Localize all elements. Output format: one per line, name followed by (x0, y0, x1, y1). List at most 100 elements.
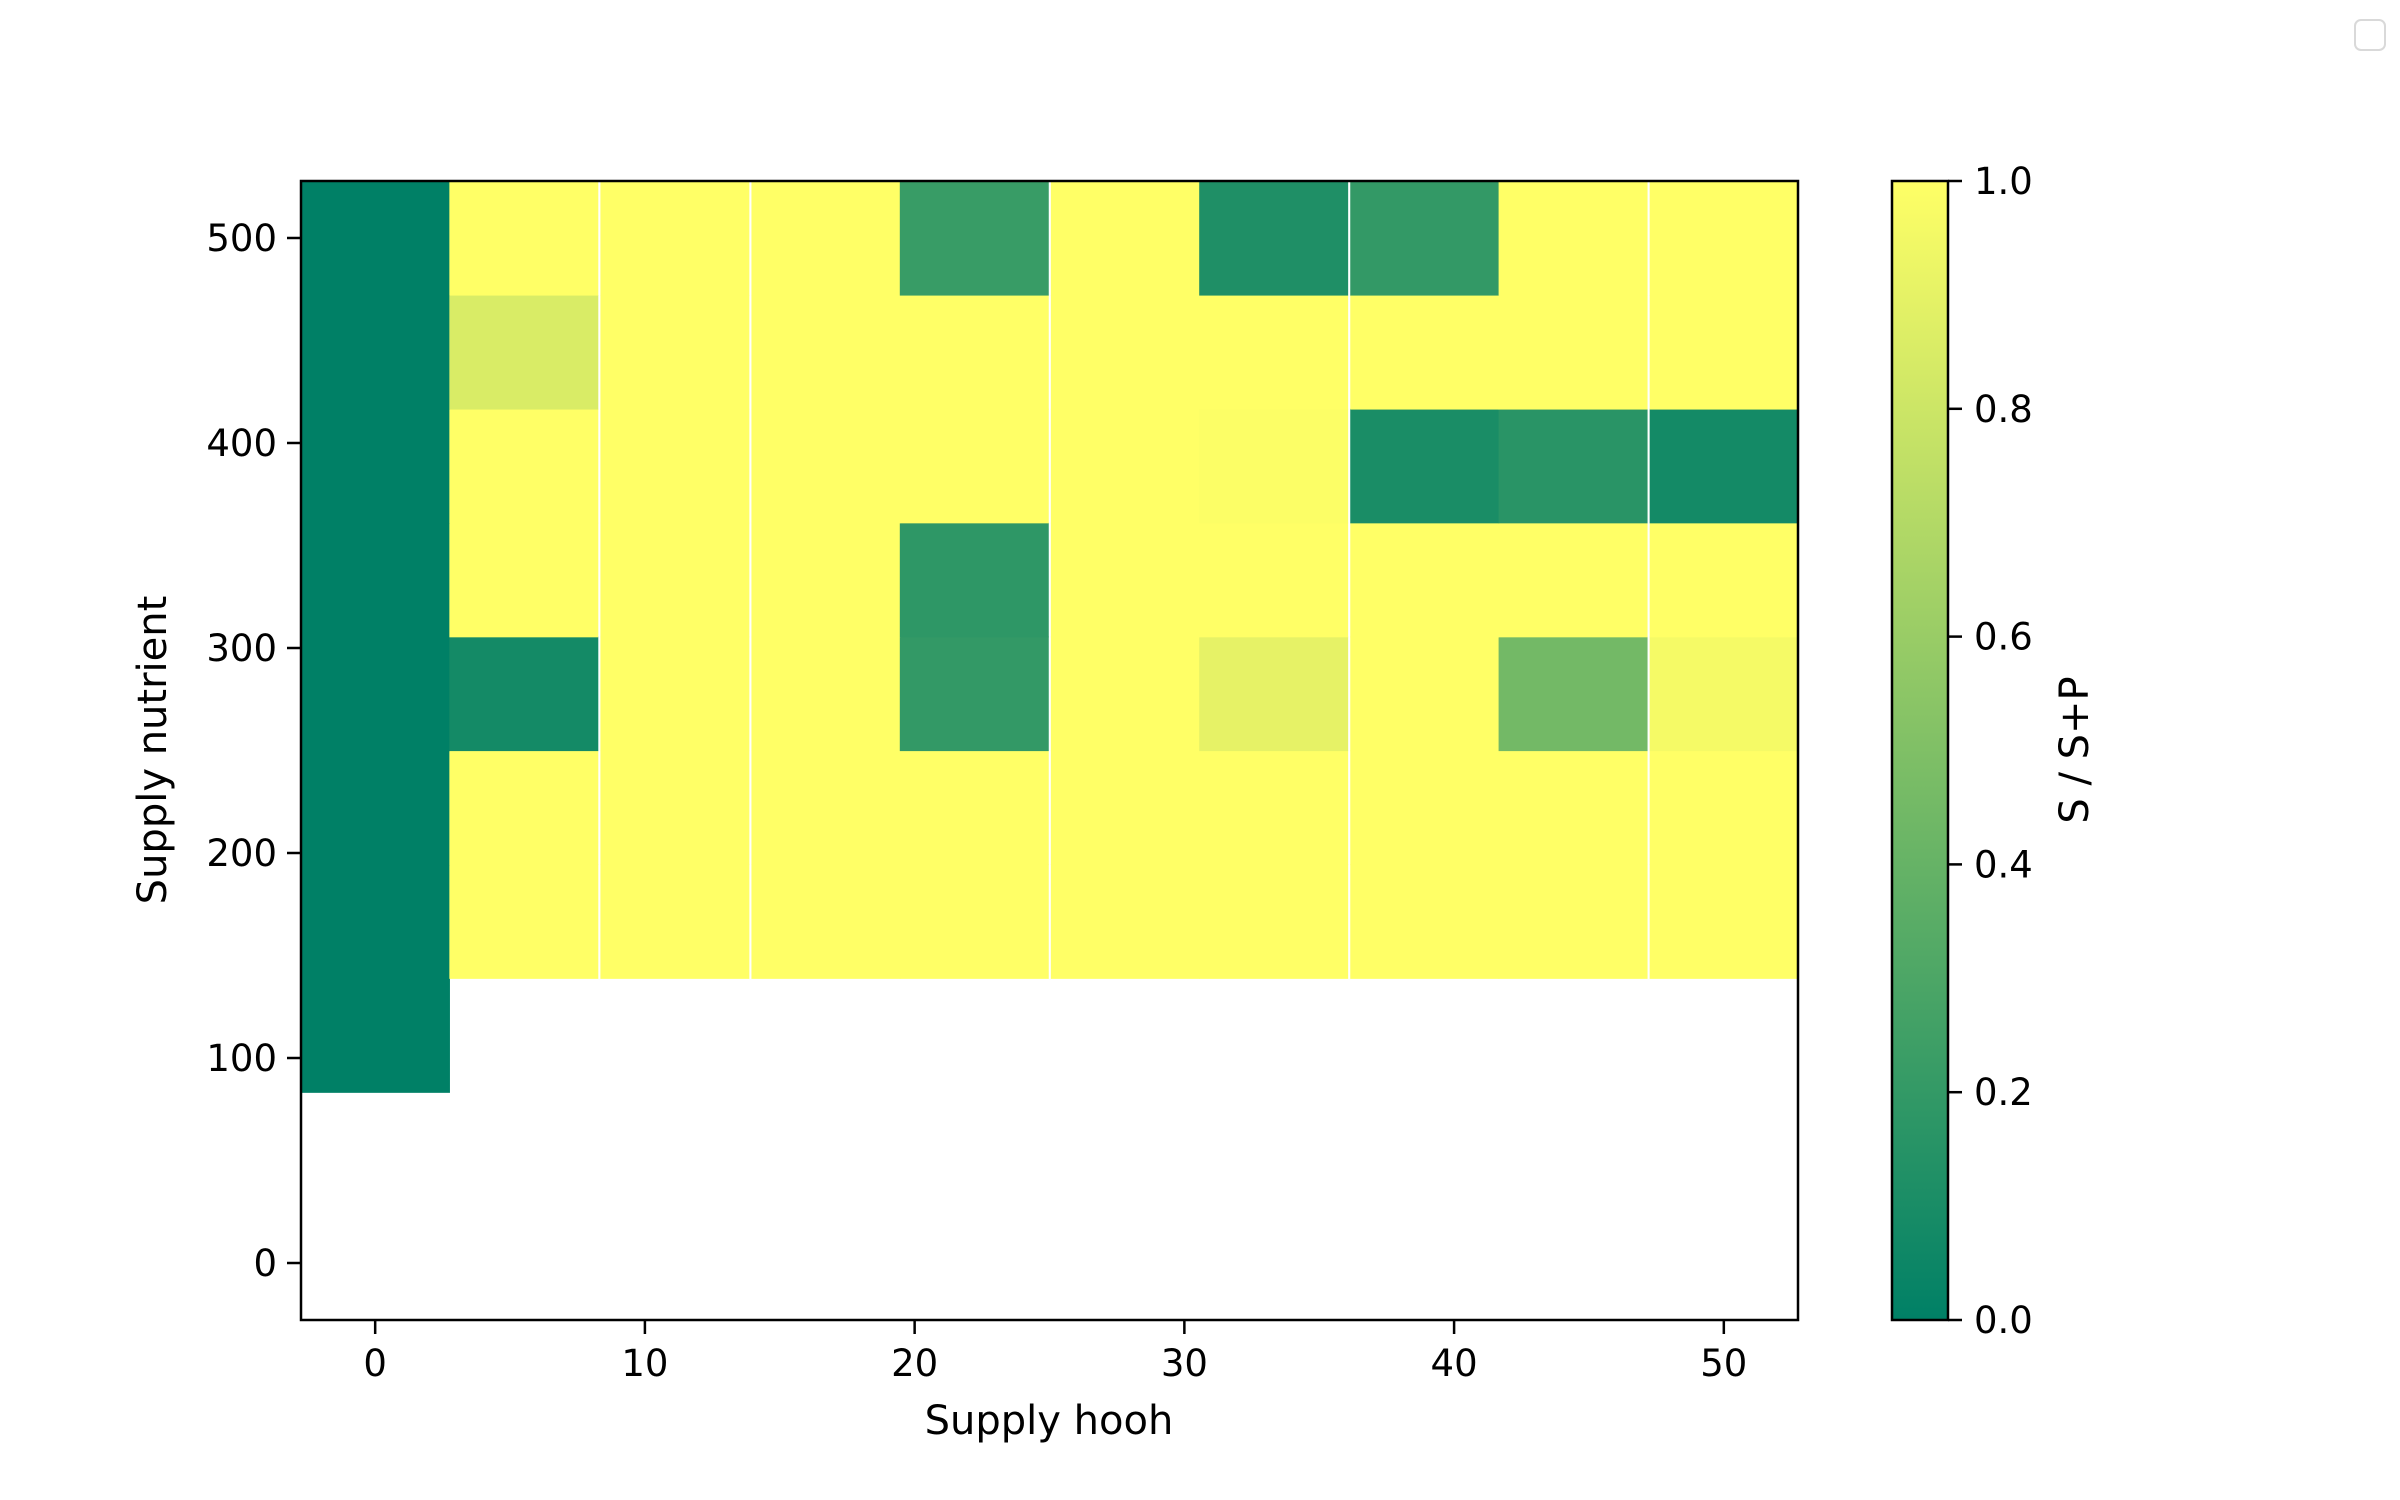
heatmap-cell (301, 750, 450, 866)
heatmap-cell (1050, 181, 1200, 296)
y-tick-label: 0 (253, 1242, 277, 1285)
heatmap-cell (1050, 864, 1200, 979)
heatmap-cell (449, 294, 599, 410)
y-tick-label: 300 (206, 627, 277, 670)
x-tick-label: 0 (363, 1342, 387, 1385)
heatmap-cell (899, 522, 1049, 638)
heatmap-cell (301, 294, 450, 410)
colorbar-tick-label: 1.0 (1974, 160, 2033, 203)
heatmap-cell (1649, 408, 1799, 524)
heatmap-cell (751, 294, 901, 410)
heatmap-cell (1199, 522, 1349, 638)
heatmap-cell (899, 864, 1049, 979)
heatmap-cell (1350, 522, 1500, 638)
heatmap-cell (1350, 750, 1500, 866)
heatmap-cell (600, 294, 750, 410)
heatmap-cell (1199, 181, 1349, 296)
heatmap-cell (1199, 294, 1349, 410)
colorbar-axis: 0.0 0.2 0.4 0.6 0.8 1.0 (1948, 160, 2033, 1342)
heatmap-cell (751, 522, 901, 638)
heatmap-cell (899, 294, 1049, 410)
heatmap-cell (1050, 750, 1200, 866)
heatmap-cell (1199, 636, 1349, 752)
heatmap-cell (1199, 408, 1349, 524)
heatmap-cell (1498, 750, 1648, 866)
y-tick-label: 200 (206, 832, 277, 875)
heatmap-cell (600, 181, 750, 296)
heatmap-cell (449, 181, 599, 296)
x-tick-label: 20 (891, 1342, 938, 1385)
heatmap-cell (1350, 294, 1500, 410)
heatmap-cell (899, 408, 1049, 524)
x-axis-label: Supply hooh (925, 1398, 1174, 1444)
heatmap-cell (899, 750, 1049, 866)
colorbar-tick-label: 0.8 (1974, 388, 2033, 431)
heatmap-cells (301, 181, 1799, 1093)
heatmap-cell (1498, 522, 1648, 638)
y-tick-label: 100 (206, 1037, 277, 1080)
y-axis-label: Supply nutrient (130, 596, 176, 905)
heatmap-cell (1199, 750, 1349, 866)
heatmap-cell (1050, 408, 1200, 524)
heatmap-cell (301, 978, 450, 1093)
heatmap-cell (1050, 636, 1200, 752)
heatmap-cell (1498, 294, 1648, 410)
heatmap-cell (1649, 636, 1799, 752)
heatmap-cell (1498, 864, 1648, 979)
heatmap-cell (1199, 864, 1349, 979)
heatmap-cell (1649, 750, 1799, 866)
heatmap-cell (1649, 864, 1799, 979)
heatmap-cell (751, 864, 901, 979)
y-axis: 0 100 200 300 400 500 (206, 217, 301, 1285)
heatmap-cell (449, 636, 599, 752)
x-tick-label: 10 (621, 1342, 668, 1385)
heatmap-cell (1350, 864, 1500, 979)
heatmap-cell (600, 408, 750, 524)
heatmap-cell (1498, 181, 1648, 296)
heatmap-cell (1350, 408, 1500, 524)
heatmap-cell (301, 636, 450, 752)
heatmap-cell (600, 750, 750, 866)
heatmap-cell (751, 181, 901, 296)
heatmap-cell (1350, 181, 1500, 296)
heatmap-cell (449, 408, 599, 524)
heatmap-cell (1498, 408, 1648, 524)
colorbar-label: S / S+P (2052, 676, 2098, 823)
heatmap-cell (1050, 522, 1200, 638)
heatmap-cell (751, 408, 901, 524)
x-axis: 0 10 20 30 40 50 (363, 1320, 1747, 1385)
colorbar-tick-label: 0.6 (1974, 616, 2033, 659)
colorbar-tick-label: 0.2 (1974, 1071, 2033, 1114)
y-tick-label: 400 (206, 422, 277, 465)
heatmap-cell (600, 522, 750, 638)
x-tick-label: 40 (1431, 1342, 1478, 1385)
heatmap-cell (600, 864, 750, 979)
x-tick-label: 50 (1700, 1342, 1747, 1385)
y-tick-label: 500 (206, 217, 277, 260)
heatmap-cell (899, 636, 1049, 752)
colorbar-tick-label: 0.0 (1974, 1299, 2033, 1342)
heatmap-cell (600, 636, 750, 752)
heatmap-cell (449, 864, 599, 979)
heatmap-cell (301, 522, 450, 638)
heatmap-cell (751, 750, 901, 866)
heatmap-cell (1498, 636, 1648, 752)
heatmap-cell (301, 408, 450, 524)
heatmap-cell (449, 750, 599, 866)
heatmap-cell (1050, 294, 1200, 410)
square-outline-icon[interactable] (2354, 19, 2386, 51)
heatmap-cell (1649, 294, 1799, 410)
heatmap-cell (751, 636, 901, 752)
heatmap-cell (1649, 181, 1799, 296)
colorbar-tick-label: 0.4 (1974, 843, 2033, 886)
heatmap-cell (1649, 522, 1799, 638)
x-tick-label: 30 (1161, 1342, 1208, 1385)
heatmap-cell (301, 181, 450, 296)
heatmap-cell (1350, 636, 1500, 752)
heatmap-cell (301, 864, 450, 979)
heatmap-cell (899, 181, 1049, 296)
plot-frame (299, 179, 1800, 1322)
heatmap-cell (449, 522, 599, 638)
colorbar (1890, 179, 1950, 1322)
